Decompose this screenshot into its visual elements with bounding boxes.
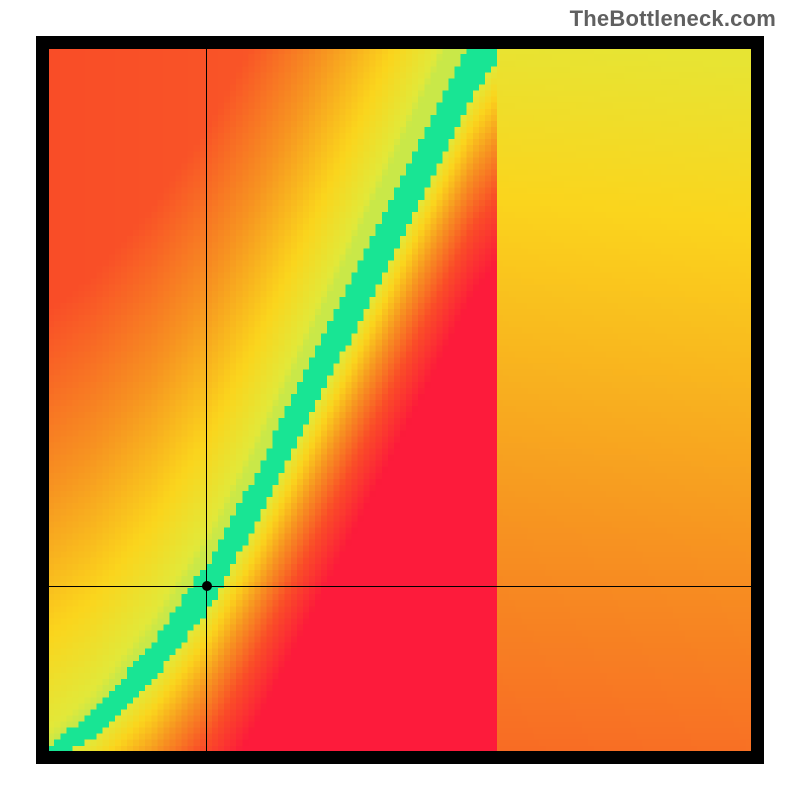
heatmap-canvas [36, 36, 764, 764]
watermark-text: TheBottleneck.com [570, 6, 776, 32]
heatmap-plot-area [36, 36, 764, 764]
